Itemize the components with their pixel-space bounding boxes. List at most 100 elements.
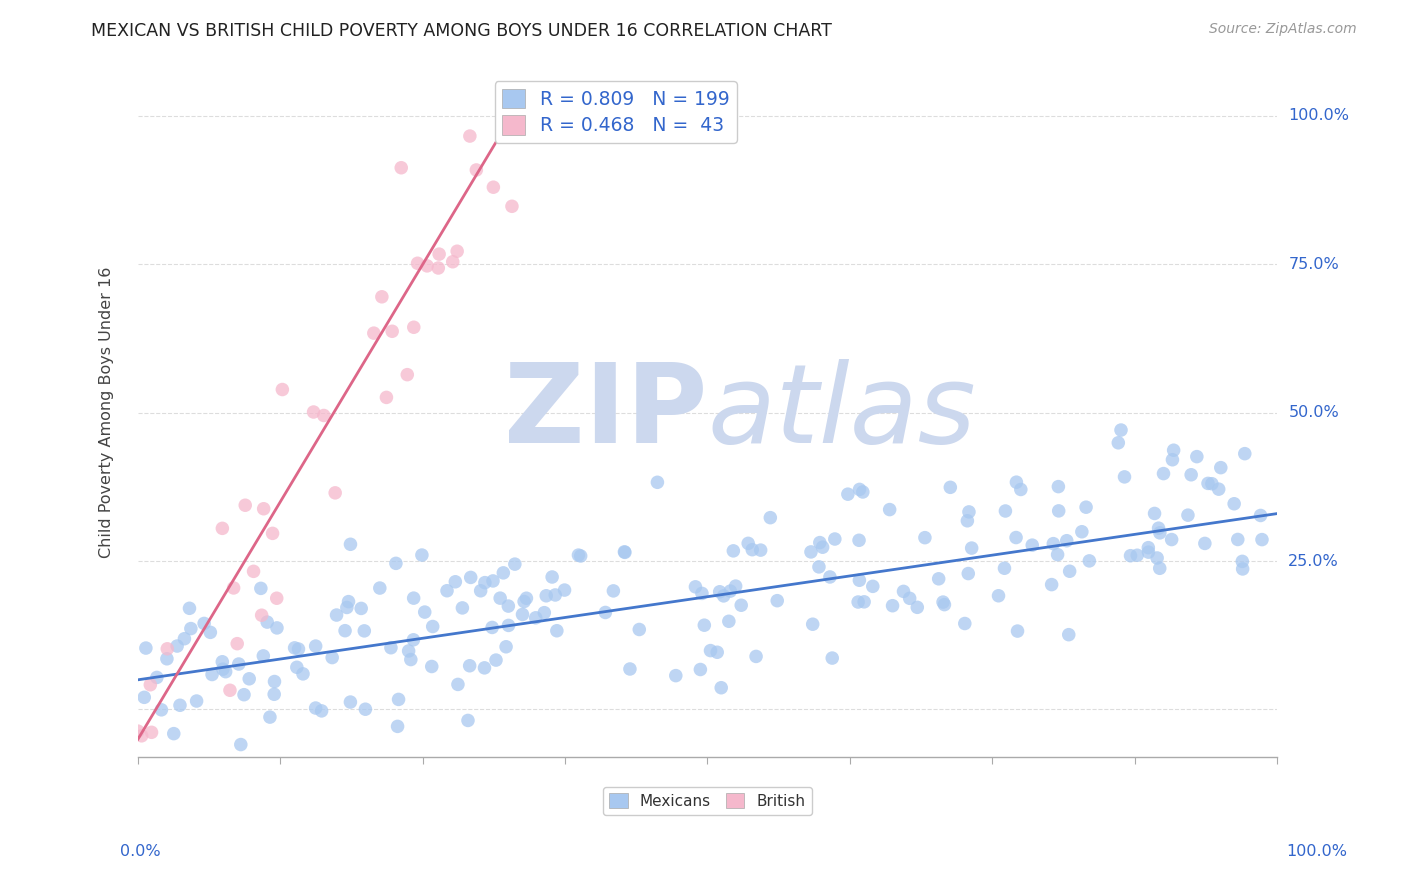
Text: 75.0%: 75.0% [1288,257,1339,272]
Point [800,545,823,559]
Point [1250,508,1272,523]
Point [411,548,433,562]
Point [503,557,526,571]
Point [882,599,904,613]
Point [1047,504,1070,518]
Point [482,180,505,194]
Point [339,695,361,709]
Point [693,618,716,632]
Point [544,588,567,602]
Point [399,652,422,666]
Point [385,557,408,571]
Point [759,510,782,524]
Point [436,583,458,598]
Point [957,505,980,519]
Point [496,120,519,134]
Point [228,657,250,671]
Text: 50.0%: 50.0% [1288,405,1339,420]
Point [131,729,153,743]
Point [1005,531,1028,545]
Point [485,653,508,667]
Y-axis label: Child Poverty Among Boys Under 16: Child Poverty Among Boys Under 16 [100,267,114,558]
Point [690,586,713,600]
Point [1119,549,1142,563]
Point [325,608,347,623]
Text: ZIP: ZIP [505,359,707,467]
Point [262,526,284,541]
Point [1070,524,1092,539]
Point [474,575,496,590]
Point [994,504,1017,518]
Point [135,641,157,656]
Point [214,665,236,679]
Point [1185,450,1208,464]
Point [1056,533,1078,548]
Point [1177,508,1199,523]
Text: MEXICAN VS BRITISH CHILD POVERTY AMONG BOYS UNDER 16 CORRELATION CHART: MEXICAN VS BRITISH CHILD POVERTY AMONG B… [91,22,832,40]
Point [846,595,869,609]
Point [602,583,624,598]
Point [1223,497,1246,511]
Point [186,694,208,708]
Point [193,616,215,631]
Point [387,692,409,706]
Point [127,724,149,739]
Point [1180,467,1202,482]
Point [333,624,356,638]
Point [460,570,482,584]
Point [1005,475,1028,490]
Point [447,677,470,691]
Point [1146,551,1168,566]
Point [932,595,955,609]
Point [465,163,488,178]
Point [1137,541,1160,555]
Point [396,368,419,382]
Point [222,581,245,595]
Point [163,726,186,740]
Point [1194,536,1216,550]
Point [957,566,980,581]
Point [848,483,870,497]
Point [381,324,404,338]
Point [811,540,834,554]
Point [238,672,260,686]
Point [226,637,249,651]
Point [420,659,443,673]
Point [1153,467,1175,481]
Point [156,652,179,666]
Point [928,572,950,586]
Point [1042,536,1064,550]
Point [406,256,429,270]
Point [337,594,360,608]
Point [156,641,179,656]
Point [1161,452,1184,467]
Point [737,536,759,550]
Point [1109,423,1132,437]
Point [1021,538,1043,552]
Point [766,593,789,607]
Point [166,639,188,653]
Point [427,247,450,261]
Point [848,533,870,548]
Point [818,570,841,584]
Point [263,674,285,689]
Point [152,783,174,797]
Point [398,644,420,658]
Point [503,14,526,29]
Point [515,591,537,606]
Point [619,662,641,676]
Point [169,698,191,713]
Point [446,244,468,259]
Text: Source: ZipAtlas.com: Source: ZipAtlas.com [1209,22,1357,37]
Point [713,589,735,603]
Point [141,725,163,739]
Point [371,290,394,304]
Point [1057,628,1080,642]
Point [389,161,412,175]
Point [730,599,752,613]
Point [211,655,233,669]
Point [685,580,707,594]
Point [312,409,335,423]
Point [149,766,172,780]
Point [413,605,436,619]
